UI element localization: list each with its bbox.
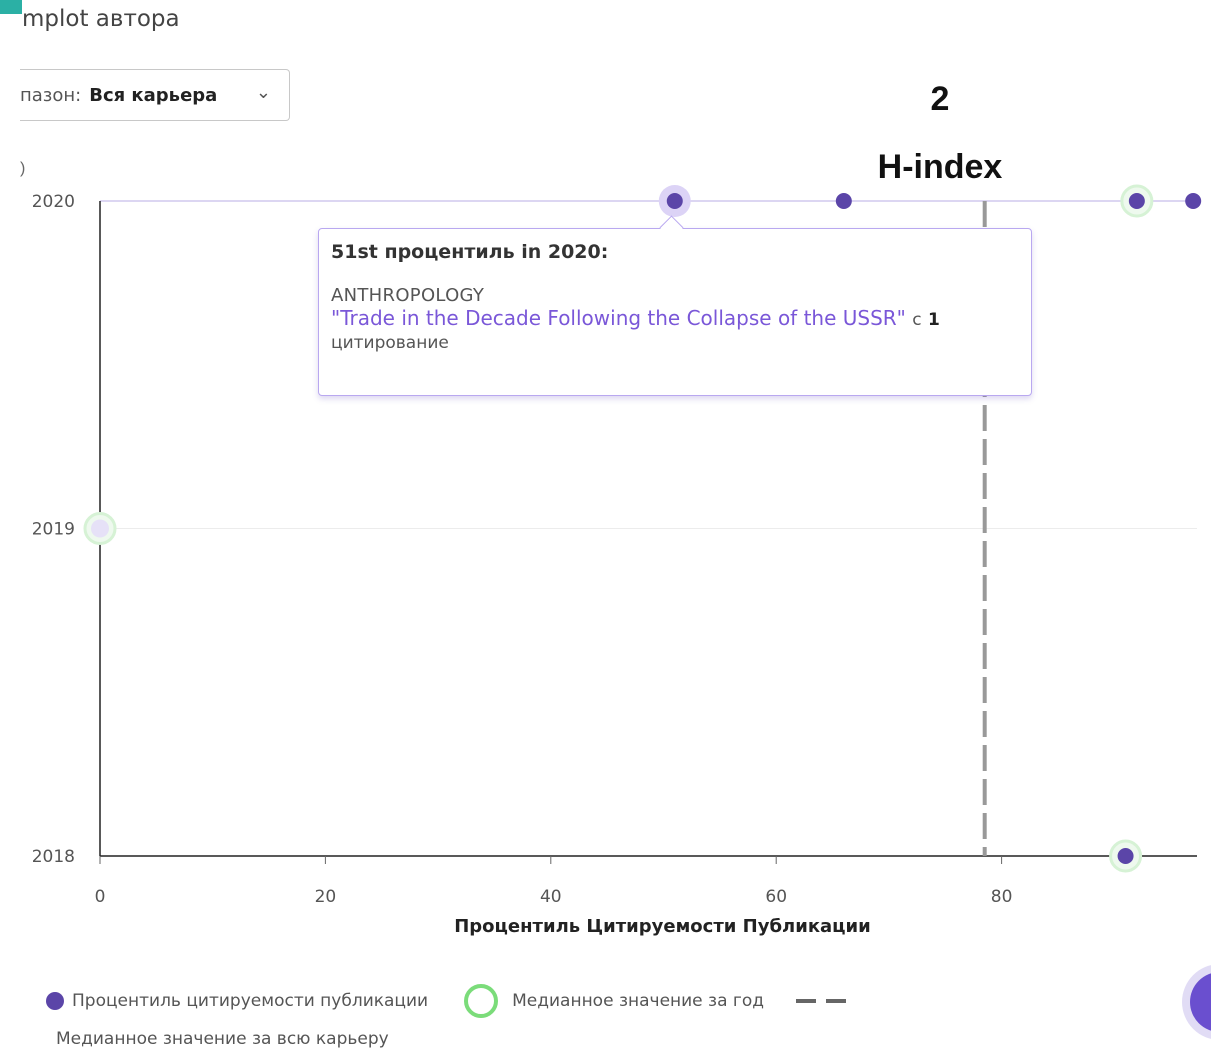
- h-index-value: 2: [930, 80, 950, 118]
- tooltip-paper-link[interactable]: "Trade in the Decade Following the Colla…: [331, 306, 906, 330]
- x-tick-label: 80: [991, 887, 1013, 907]
- tooltip-heading: 51st процентиль in 2020:: [331, 241, 609, 263]
- publication-point: [1128, 193, 1145, 209]
- h-index-label: H-index: [877, 148, 1003, 186]
- tooltip-prefix: с: [912, 310, 922, 330]
- legend-median-career-label: Медианное значение за всю карьеру: [56, 1029, 389, 1049]
- brand-mark: [0, 0, 22, 14]
- range-select-label: пазон:: [20, 84, 82, 106]
- chevron-down-icon: ⌄: [255, 82, 271, 103]
- publication-point: [1117, 848, 1134, 864]
- x-tick-label: 20: [315, 887, 337, 907]
- publication-point: [835, 193, 852, 209]
- publication-point: [666, 193, 683, 209]
- tooltip-suffix: цитирование: [331, 333, 449, 353]
- tooltip-citation-count: 1: [927, 310, 940, 330]
- publication-point: [1185, 193, 1202, 209]
- legend: Процентиль цитируемости публикации Медиа…: [46, 984, 846, 1018]
- page-title: mplot автора: [22, 6, 180, 32]
- legend-publication-label: Процентиль цитируемости публикации: [72, 991, 429, 1011]
- y-tick-label: 2019: [32, 520, 75, 540]
- tooltip-field: ANTHROPOLOGY: [331, 285, 485, 306]
- x-tick-label: 0: [95, 887, 106, 907]
- point-tooltip: 51st процентиль in 2020: ANTHROPOLOGY "T…: [318, 228, 1032, 396]
- y-tick-label: 2020: [32, 192, 75, 212]
- range-select[interactable]: пазон: Вся карьера ⌄: [20, 69, 290, 121]
- legend-ring-icon: [464, 984, 499, 1018]
- legend-median-year-label: Медианное значение за год: [512, 991, 764, 1011]
- range-select-value: Вся карьера: [89, 84, 218, 106]
- x-tick-label: 60: [765, 887, 787, 907]
- legend-dash-icon: [796, 999, 846, 1003]
- floating-action-button[interactable]: [1190, 972, 1211, 1032]
- x-tick-label: 40: [540, 887, 562, 907]
- x-axis-title: Процентиль Цитируемости Публикации: [454, 916, 871, 937]
- y-axis-label-fragment: ): [20, 160, 26, 177]
- legend-dot-icon: [46, 992, 64, 1010]
- median-year-marker: [91, 519, 109, 538]
- y-tick-label: 2018: [32, 847, 75, 867]
